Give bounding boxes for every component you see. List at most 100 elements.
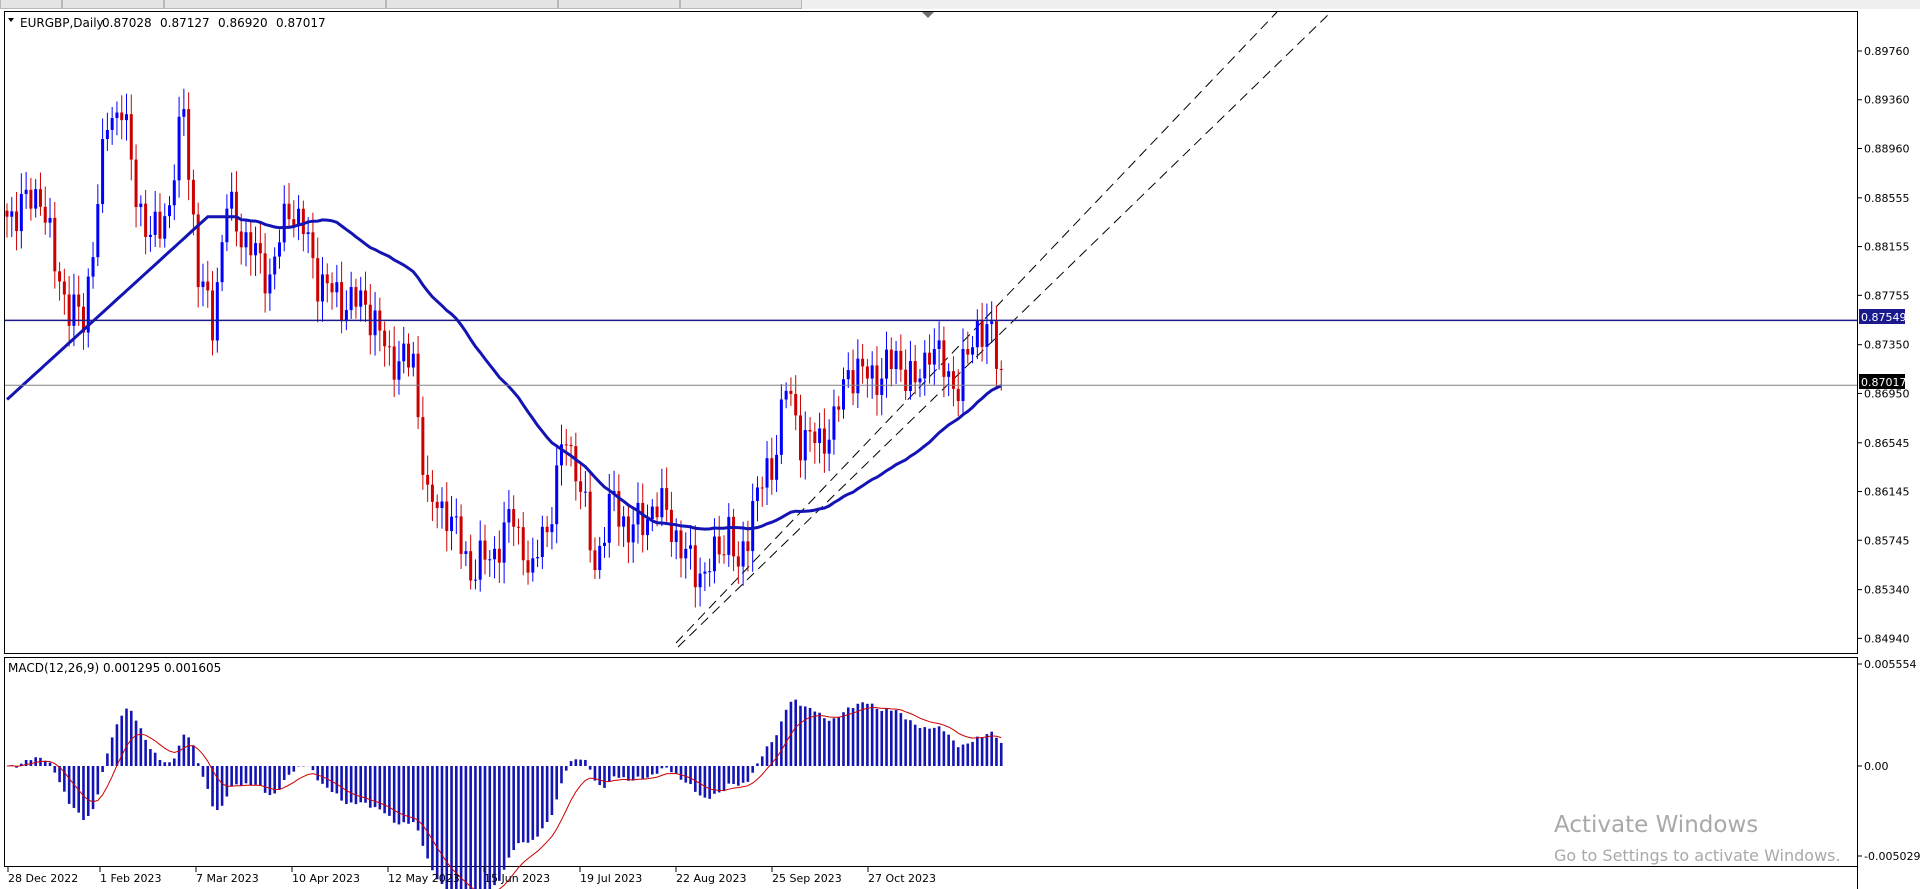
chart-menu-icon[interactable]	[8, 18, 14, 22]
candle-body	[789, 390, 793, 395]
candle-body	[550, 524, 554, 533]
candle-body	[5, 210, 9, 217]
candle-body	[951, 371, 955, 389]
candle-body	[273, 256, 277, 275]
candle-body	[975, 320, 979, 348]
time-tick-label: 27 Oct 2023	[868, 872, 936, 885]
candle-body	[536, 557, 540, 559]
candle-body	[426, 474, 430, 485]
candle-body	[583, 491, 587, 493]
candle-body	[34, 189, 38, 209]
price-tick-label: 0.86545	[1864, 437, 1910, 450]
chart-tab[interactable]	[558, 0, 680, 9]
shift-marker-icon	[922, 12, 934, 18]
candle-body	[765, 458, 769, 488]
ohlc-close: 0.87017	[276, 16, 326, 30]
chart-tab[interactable]	[386, 0, 558, 9]
candles-group	[5, 88, 1003, 608]
candle-body	[507, 509, 511, 523]
time-tick-label: 15 Jun 2023	[484, 872, 550, 885]
candle-body	[258, 243, 262, 254]
candle-body	[10, 211, 14, 217]
time-tick-label: 10 Apr 2023	[292, 872, 360, 885]
candle-body	[751, 500, 755, 552]
candle-body	[335, 282, 339, 293]
candle-body	[58, 271, 62, 282]
candle-body	[373, 310, 377, 336]
price-tick-label: 0.88155	[1864, 241, 1910, 254]
candle-body	[521, 527, 525, 561]
price-tick-label: 0.85340	[1864, 584, 1910, 597]
candle-body	[459, 516, 463, 554]
candle-body	[698, 573, 702, 588]
candle-body	[937, 340, 941, 349]
candle-body	[846, 370, 850, 380]
candle-body	[579, 481, 583, 492]
candle-body	[559, 444, 563, 466]
time-tick-label: 1 Feb 2023	[100, 872, 161, 885]
chart-tab[interactable]	[62, 0, 164, 9]
candle-body	[297, 208, 301, 226]
candle-body	[755, 487, 759, 501]
candle-body	[53, 217, 57, 272]
candle-body	[153, 211, 157, 235]
candle-body	[134, 159, 138, 208]
price-tick-label: 0.85745	[1864, 534, 1910, 547]
candle-body	[607, 493, 611, 543]
candle-body	[440, 501, 444, 508]
candle-body	[177, 116, 181, 181]
macd-tick-label: -0.005029	[1864, 850, 1920, 863]
candle-body	[966, 349, 970, 355]
candle-body	[239, 231, 243, 248]
candle-body	[196, 214, 200, 288]
price-tick-label: 0.89760	[1864, 45, 1910, 58]
candle-body	[918, 378, 922, 383]
candle-body	[770, 458, 774, 480]
candle-body	[96, 204, 100, 258]
candle-body	[569, 444, 573, 447]
candle-body	[722, 554, 726, 556]
candle-body	[249, 232, 253, 256]
candle-body	[956, 388, 960, 402]
candle-body	[48, 217, 52, 223]
chart-tab[interactable]	[164, 0, 386, 9]
candle-body	[679, 530, 683, 559]
candle-body	[206, 281, 210, 291]
macd-tick-label: 0.00	[1864, 760, 1889, 773]
candle-body	[526, 560, 530, 573]
candle-body	[220, 242, 224, 283]
candle-body	[234, 191, 238, 232]
candle-body	[392, 346, 396, 380]
candle-body	[263, 253, 267, 294]
candle-body	[779, 399, 783, 455]
ohlc-high: 0.87127	[160, 16, 210, 30]
chart-tab[interactable]	[0, 0, 62, 9]
candle-body	[168, 205, 172, 217]
candle-body	[870, 365, 874, 379]
price-tick-label: 0.88960	[1864, 142, 1910, 155]
candle-body	[397, 361, 401, 380]
candle-body	[971, 347, 975, 355]
candle-body	[81, 306, 85, 333]
main-chart-frame	[4, 11, 1858, 654]
candle-body	[15, 211, 19, 232]
candle-body	[545, 526, 549, 533]
candle-body	[383, 330, 387, 347]
candle-body	[464, 551, 468, 554]
candle-body	[555, 465, 559, 525]
chart-tab[interactable]	[680, 0, 802, 9]
candle-body	[91, 257, 95, 277]
candle-body	[732, 516, 736, 557]
candle-body	[306, 232, 310, 234]
candle-body	[689, 545, 693, 549]
candle-body	[760, 487, 764, 489]
candle-body	[875, 365, 879, 395]
candle-body	[856, 358, 860, 394]
candle-body	[904, 369, 908, 392]
candle-body	[665, 488, 669, 510]
candle-body	[478, 540, 482, 580]
candle-body	[254, 243, 258, 256]
candle-body	[531, 558, 535, 573]
candle-body	[980, 320, 984, 347]
